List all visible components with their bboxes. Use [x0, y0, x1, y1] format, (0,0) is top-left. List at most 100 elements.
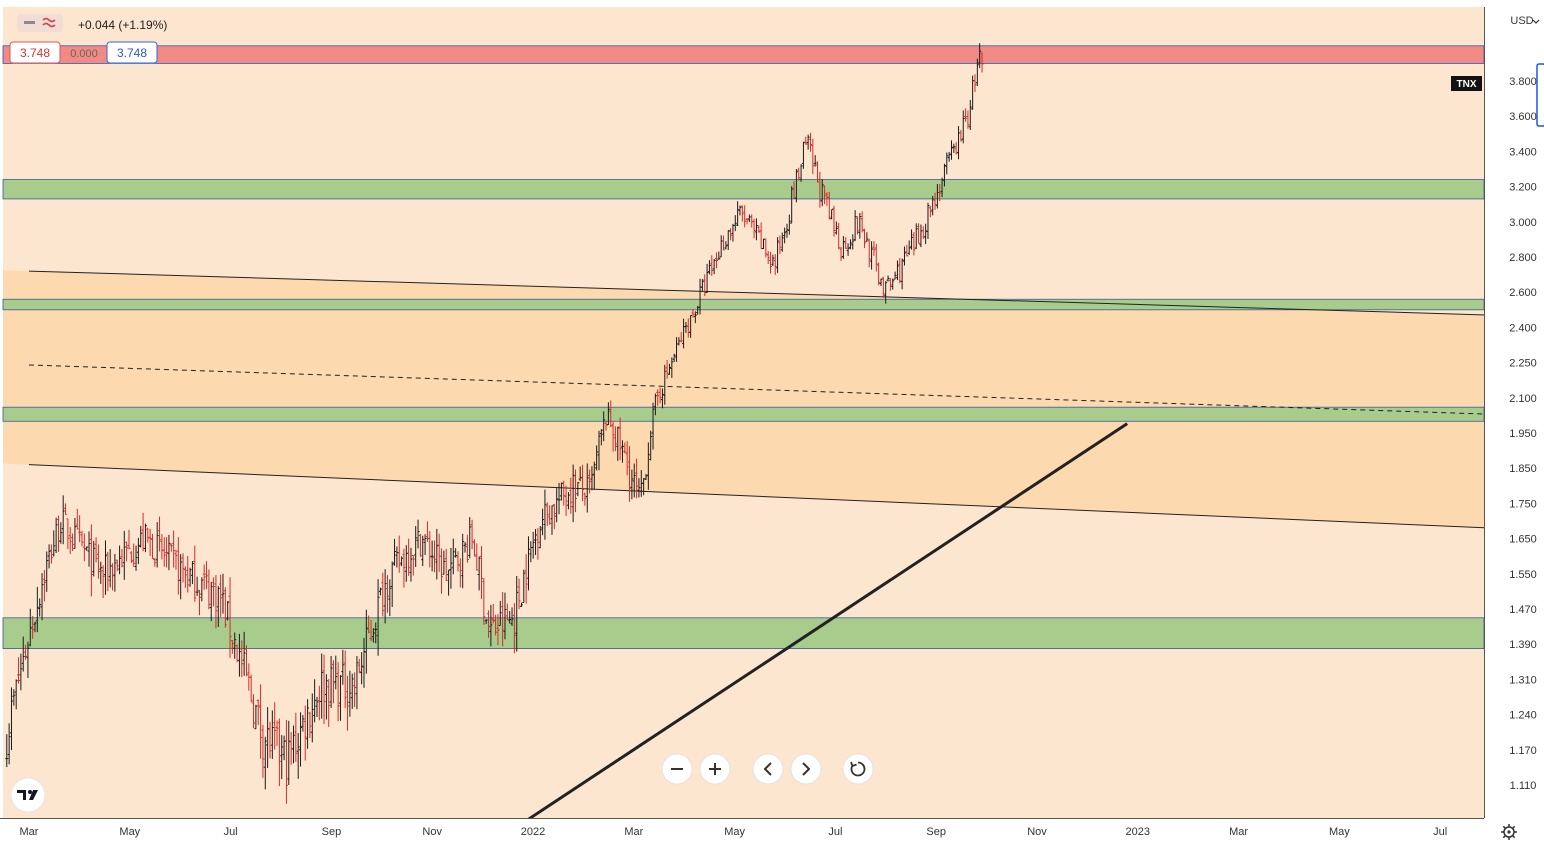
wave-icon[interactable]	[42, 17, 56, 28]
ohlc-bar	[40, 573, 44, 621]
x-tick-label: Mar	[624, 826, 643, 838]
price-change-text: +0.044 (+1.19%)	[78, 18, 167, 32]
ohlc-bar	[623, 442, 627, 454]
ohlc-bar	[851, 234, 855, 250]
scroll-right-button[interactable]	[790, 753, 822, 785]
ohlc-bar	[421, 535, 425, 567]
price-scale-background[interactable]	[1484, 7, 1541, 818]
tradingview-logo[interactable]	[10, 777, 46, 813]
minus-icon[interactable]	[24, 21, 35, 24]
ohlc-bar	[454, 548, 458, 558]
ohlc-bar	[837, 222, 841, 250]
gear-icon[interactable]	[1501, 824, 1517, 840]
ohlc-bar	[263, 736, 267, 790]
ohlc-bar	[280, 735, 284, 780]
ohlc-bar	[169, 543, 173, 552]
ohlc-bar	[59, 522, 63, 544]
chevron-down-icon[interactable]	[1532, 19, 1540, 24]
ohlc-bar	[816, 161, 820, 183]
ohlc-bar	[548, 505, 552, 525]
ohlc-bar	[562, 480, 566, 506]
ohlc-bar	[24, 644, 28, 660]
trendline[interactable]	[28, 464, 1490, 529]
ohlc-bar	[543, 489, 547, 540]
ohlc-bar	[877, 262, 881, 286]
ohlc-bar	[158, 516, 162, 552]
ohlc-bar	[303, 705, 307, 761]
ohlc-bars-layer	[5, 43, 984, 804]
ohlc-bar	[230, 640, 234, 654]
ohlc-bar	[52, 530, 56, 557]
ohlc-bar	[771, 254, 775, 267]
trendline[interactable]	[481, 422, 1129, 851]
ohlc-bar	[947, 151, 951, 162]
ohlc-bar	[268, 721, 272, 759]
x-tick-label: Sep	[926, 826, 946, 838]
ohlc-bar	[609, 400, 613, 428]
ohlc-bar	[113, 553, 117, 592]
ohlc-bar	[482, 578, 486, 625]
ohlc-bar	[444, 548, 448, 582]
y-tick-label: 1.650	[1509, 534, 1537, 546]
ohlc-bar	[651, 402, 655, 450]
y-tick-label: 1.950	[1509, 428, 1537, 440]
ohlc-bar	[435, 528, 439, 580]
zoom-out-button[interactable]	[661, 753, 693, 785]
ohlc-bar	[299, 712, 303, 767]
ohlc-bar	[714, 252, 718, 269]
ohlc-bar	[270, 710, 274, 759]
ohlc-bar	[531, 531, 535, 559]
ohlc-bar	[794, 169, 798, 203]
time-scale-background[interactable]	[0, 818, 1544, 852]
y-tick-label: 1.170	[1509, 745, 1537, 757]
ohlc-bar	[670, 357, 674, 378]
ohlc-bar	[430, 540, 434, 572]
currency-label[interactable]: USD	[1510, 15, 1533, 27]
scroll-left-button[interactable]	[752, 753, 784, 785]
spread-label: 0.000	[70, 48, 98, 60]
ohlc-bar	[905, 244, 909, 257]
ohlc-bar	[369, 619, 373, 642]
ohlc-bar	[80, 530, 84, 546]
ohlc-bar	[501, 592, 505, 647]
ohlc-bar	[360, 652, 364, 685]
ohlc-bar	[961, 110, 965, 144]
ohlc-bar	[432, 540, 436, 573]
ohlc-bar	[322, 654, 326, 725]
ohlc-bar	[489, 604, 493, 647]
ohlc-bar	[416, 519, 420, 549]
y-tick-label: 1.390	[1509, 639, 1537, 651]
reset-chart-button[interactable]	[842, 753, 874, 785]
ohlc-bar	[625, 441, 629, 476]
ohlc-bar	[912, 232, 916, 256]
y-tick-label: 2.800	[1509, 252, 1537, 264]
ohlc-bar	[980, 52, 984, 73]
ohlc-bar	[188, 567, 192, 587]
ohlc-bar	[494, 614, 498, 636]
ohlc-bar	[870, 241, 874, 270]
trendline[interactable]	[28, 364, 1490, 415]
ohlc-bar	[931, 195, 935, 216]
sell-price-box[interactable]	[9, 41, 61, 64]
ohlc-bar	[33, 621, 37, 633]
ohlc-bar	[465, 534, 469, 563]
ohlc-bar	[722, 235, 726, 251]
ohlc-bar	[592, 461, 596, 490]
ohlc-bar	[613, 426, 617, 452]
ohlc-bar	[555, 488, 559, 523]
ohlc-bar	[442, 550, 446, 575]
ohlc-bar	[808, 132, 812, 152]
ohlc-bar	[754, 218, 758, 241]
green-zone[interactable]	[2, 179, 1485, 200]
buy-price-label: 3.748	[117, 46, 147, 60]
ohlc-bar	[616, 426, 620, 461]
ohlc-bar	[534, 529, 538, 556]
green-zone[interactable]	[2, 406, 1485, 422]
ohlc-bar	[393, 538, 397, 566]
buy-price-box[interactable]	[106, 41, 158, 64]
trendline[interactable]	[28, 270, 1490, 316]
zoom-in-button[interactable]	[699, 753, 731, 785]
ohlc-bar	[26, 641, 30, 678]
red-zone[interactable]	[2, 45, 1485, 64]
